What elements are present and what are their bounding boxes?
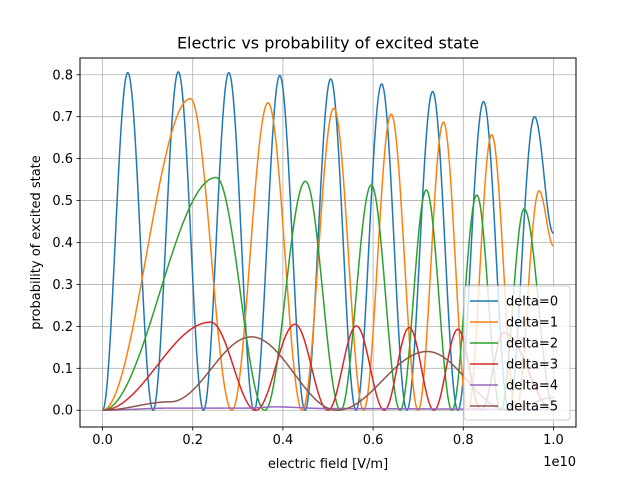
y-axis-ticks: 0.0 0.1 0.2 0.3 0.4 0.5 0.6 0.7 0.8 (52, 68, 80, 419)
legend-label: delta=2 (506, 337, 558, 352)
y-tick-label: 0.0 (52, 404, 73, 419)
legend-label: delta=5 (506, 400, 558, 415)
y-tick-label: 0.6 (52, 152, 73, 167)
y-tick-label: 0.5 (52, 194, 73, 209)
chart-title: Electric vs probability of excited state (177, 34, 479, 53)
y-tick-label: 0.4 (52, 236, 73, 251)
x-tick-label: 0.4 (273, 433, 294, 448)
x-tick-label: 0.8 (453, 433, 474, 448)
x-axis-offset-label: 1e10 (543, 455, 576, 470)
x-tick-label: 0.6 (363, 433, 384, 448)
legend-label: delta=3 (506, 358, 558, 373)
y-tick-label: 0.2 (52, 320, 73, 335)
y-tick-label: 0.7 (52, 110, 73, 125)
x-tick-label: 1.0 (543, 433, 564, 448)
legend-label: delta=4 (506, 379, 558, 394)
legend-label: delta=0 (506, 295, 558, 310)
grid (80, 58, 576, 427)
series-line-delta-0 (102, 71, 554, 411)
y-tick-label: 0.3 (52, 278, 73, 293)
series-line-delta-2 (102, 176, 554, 411)
x-axis-ticks: 0.0 0.2 0.4 0.6 0.8 1.0 (92, 427, 564, 448)
x-axis-label: electric field [V/m] (268, 457, 388, 472)
legend: delta=0 delta=1 delta=2 delta=3 delta=4 delta… (463, 285, 571, 421)
x-tick-label: 0.2 (182, 433, 203, 448)
x-tick-label: 0.0 (92, 433, 113, 448)
y-tick-label: 0.1 (52, 362, 73, 377)
legend-box (463, 285, 571, 421)
legend-label: delta=1 (506, 316, 558, 331)
y-axis-label: probability of excited state (29, 155, 44, 330)
y-tick-label: 0.8 (52, 68, 73, 83)
